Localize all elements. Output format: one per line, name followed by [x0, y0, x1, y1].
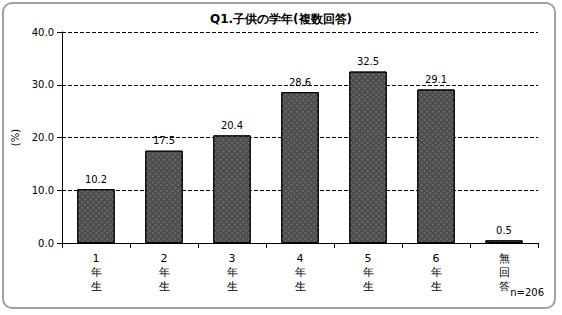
- svg-text:0.0: 0.0: [38, 238, 54, 249]
- svg-text:年: 年: [431, 266, 442, 279]
- svg-text:30.0: 30.0: [32, 79, 54, 90]
- svg-text:2: 2: [161, 252, 168, 265]
- svg-text:年: 年: [295, 266, 306, 279]
- svg-text:答: 答: [499, 280, 510, 293]
- svg-text:20.0: 20.0: [32, 132, 54, 143]
- svg-text:年: 年: [227, 266, 238, 279]
- svg-text:32.5: 32.5: [357, 56, 379, 67]
- svg-text:1: 1: [93, 252, 100, 265]
- svg-text:20.4: 20.4: [221, 120, 243, 131]
- svg-text:生: 生: [431, 280, 442, 293]
- svg-text:40.0: 40.0: [32, 27, 54, 38]
- svg-text:17.5: 17.5: [153, 135, 175, 146]
- svg-text:5: 5: [365, 252, 372, 265]
- svg-text:生: 生: [159, 280, 170, 293]
- svg-text:年: 年: [159, 266, 170, 279]
- svg-text:年: 年: [91, 266, 102, 279]
- svg-text:10.0: 10.0: [32, 185, 54, 196]
- svg-text:生: 生: [91, 280, 102, 293]
- svg-text:4: 4: [297, 252, 304, 265]
- svg-text:回: 回: [499, 266, 510, 279]
- svg-text:Q1.子供の学年(複数回答): Q1.子供の学年(複数回答): [210, 12, 352, 26]
- svg-text:0.5: 0.5: [496, 225, 512, 236]
- svg-text:n=206: n=206: [510, 287, 544, 298]
- svg-text:28.6: 28.6: [289, 77, 311, 88]
- svg-text:生: 生: [227, 280, 238, 293]
- svg-text:年: 年: [363, 266, 374, 279]
- svg-text:10.2: 10.2: [85, 174, 107, 185]
- svg-text:無: 無: [499, 252, 510, 265]
- svg-text:6: 6: [433, 252, 440, 265]
- svg-text:(%): (%): [10, 129, 21, 146]
- svg-text:29.1: 29.1: [425, 74, 447, 85]
- svg-text:3: 3: [229, 252, 236, 265]
- svg-text:生: 生: [363, 280, 374, 293]
- svg-text:生: 生: [295, 280, 306, 293]
